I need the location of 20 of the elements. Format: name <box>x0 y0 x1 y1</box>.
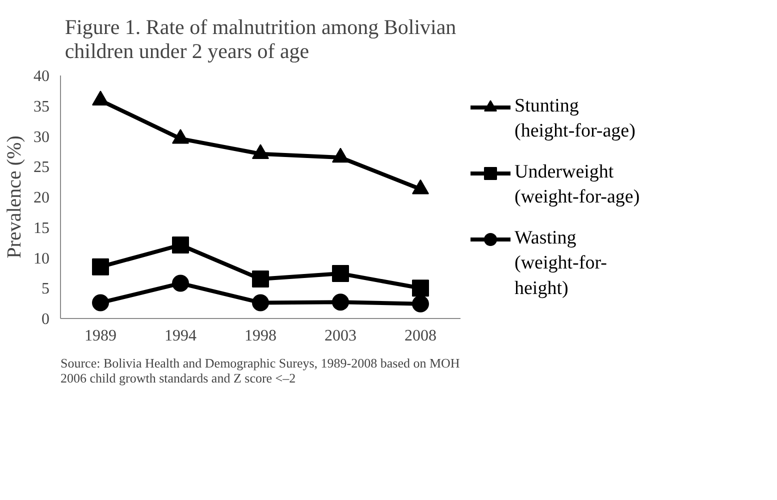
y-tick-label: 0 <box>42 311 50 328</box>
y-tick-label: 15 <box>34 220 50 237</box>
y-tick-label: 10 <box>34 250 50 268</box>
x-tick-label: 2008 <box>404 328 436 344</box>
legend-label: Stunting (height-for-age) <box>514 96 636 142</box>
y-tick-label: 20 <box>34 190 50 206</box>
source-note: Source: Bolivia Health and Demographic Sureys, 1989-2008 based on MOH 2006 child growth standards and Z score <–2 <box>60 356 460 386</box>
legend-label: Wasting (weight-for-height) <box>514 228 607 299</box>
x-tick-label: 2003 <box>324 328 356 344</box>
y-tick-label: 30 <box>34 128 50 146</box>
y-tick-label: 25 <box>34 159 50 176</box>
x-tick-label: 1998 <box>244 328 276 344</box>
chart-title: Figure 1. Rate of malnutrition among Bolivian children under 2 years of age <box>64 15 457 63</box>
x-tick-label: 1994 <box>164 328 196 344</box>
y-axis-title: Prevalence (%) <box>4 136 26 258</box>
y-tick-label: 35 <box>34 98 50 116</box>
legend-label: Underweight (weight-for-age) <box>514 162 640 208</box>
y-tick-label: 40 <box>34 68 50 85</box>
x-tick-label: 1989 <box>84 328 116 344</box>
y-tick-label: 5 <box>42 280 50 298</box>
